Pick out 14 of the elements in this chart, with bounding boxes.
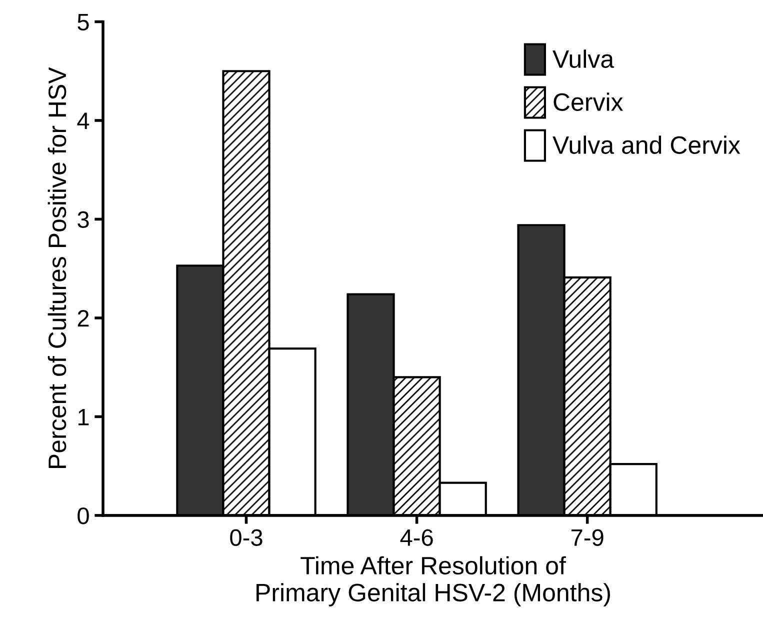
x-tick-label: 4-6 bbox=[400, 529, 433, 546]
y-tick-label: 2 bbox=[78, 310, 89, 327]
x-axis-title: Time After Resolution of Primary Genital HSV-2 (Months) bbox=[256, 556, 610, 606]
legend-label: Cervix bbox=[554, 92, 624, 111]
y-tick-label: 0 bbox=[78, 508, 89, 524]
y-tick-label: 5 bbox=[78, 14, 89, 31]
y-tick-label: 1 bbox=[78, 409, 89, 426]
x-tick-label: 0-3 bbox=[230, 529, 262, 546]
y-tick-label: 3 bbox=[78, 211, 89, 228]
legend-label: Vulva and Cervix bbox=[552, 136, 740, 154]
y-axis-title: Percent of Cultures Positive for HSV bbox=[48, 67, 66, 468]
y-tick-label: 4 bbox=[77, 112, 90, 130]
legend-label: Vulva bbox=[552, 50, 614, 68]
x-tick-label: 7-9 bbox=[571, 529, 604, 546]
